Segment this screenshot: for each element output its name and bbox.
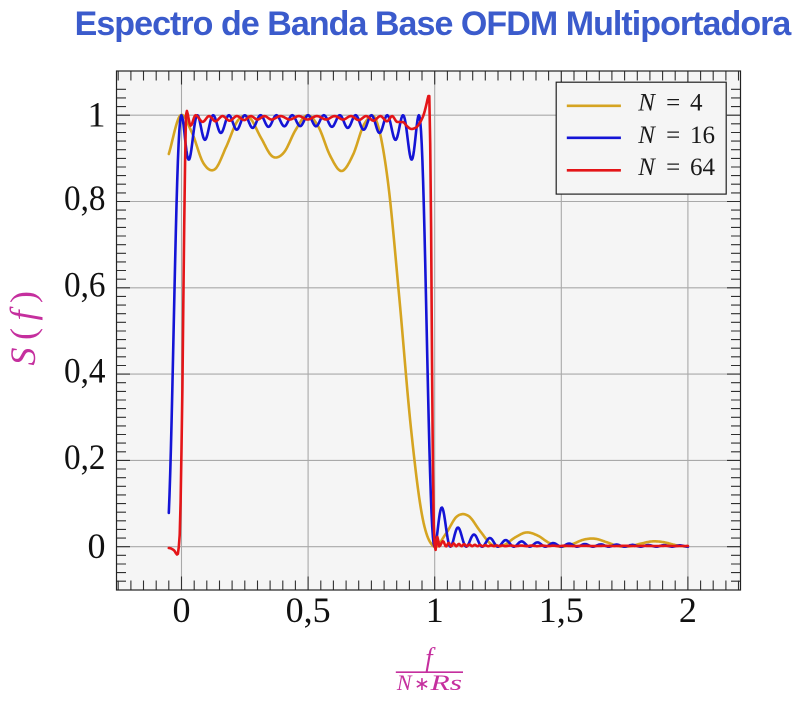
svg-text:N: N: [637, 89, 656, 116]
svg-text:N: N: [637, 122, 656, 149]
svg-text:2: 2: [679, 590, 697, 630]
svg-text:0: 0: [173, 590, 191, 630]
svg-text:1: 1: [426, 590, 444, 630]
svg-text:f: f: [425, 643, 436, 672]
svg-text:Rs: Rs: [429, 670, 462, 695]
svg-text:=: =: [666, 122, 680, 149]
svg-text:N: N: [396, 670, 413, 695]
svg-text:S(f): S(f): [3, 283, 43, 365]
svg-text:4: 4: [690, 89, 703, 116]
svg-text:0,6: 0,6: [64, 264, 106, 304]
svg-text:=: =: [666, 154, 680, 181]
svg-text:0,2: 0,2: [64, 437, 106, 477]
svg-text:0,5: 0,5: [286, 590, 331, 630]
svg-text:0: 0: [88, 526, 106, 566]
svg-text:1: 1: [88, 94, 106, 134]
svg-text:N: N: [637, 154, 656, 181]
svg-text:0,8: 0,8: [64, 178, 106, 218]
svg-text:=: =: [666, 89, 680, 116]
svg-text:16: 16: [690, 122, 715, 149]
svg-text:∗: ∗: [414, 674, 430, 695]
svg-text:Espectro de Banda Base OFDM Mu: Espectro de Banda Base OFDM Multiportado…: [75, 5, 793, 43]
svg-text:0,4: 0,4: [64, 351, 106, 391]
svg-text:64: 64: [690, 154, 716, 181]
svg-text:1,5: 1,5: [539, 590, 584, 630]
